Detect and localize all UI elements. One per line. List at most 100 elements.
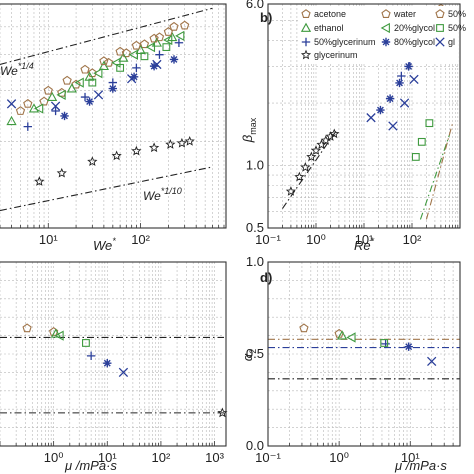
x-tick-label: 10¹ bbox=[355, 232, 374, 247]
legend-entry-label: gl bbox=[448, 37, 455, 47]
x-tick-label: 10⁰ bbox=[306, 232, 326, 247]
panel-d: 10⁻¹ 10⁰ 10¹ 0.0 0.5 1.0 bbox=[246, 254, 461, 465]
data-point-acetone bbox=[103, 57, 114, 67]
data-point-acetone bbox=[39, 96, 49, 106]
data-point-glycerinum bbox=[285, 186, 297, 196]
data-point-80%glycol bbox=[149, 61, 159, 71]
data-point-glycerinum bbox=[306, 151, 317, 162]
data-point-ethanol bbox=[336, 330, 348, 340]
data-point-glycerinum bbox=[310, 145, 322, 155]
data-point-glycerinum-x bbox=[399, 98, 410, 108]
data-point-50%glycol bbox=[417, 137, 426, 146]
legend-marker bbox=[381, 37, 391, 47]
data-point-ethanol bbox=[6, 115, 17, 126]
x-axis-label-a-sup: * bbox=[112, 236, 116, 246]
data-point-50%glycerinum bbox=[397, 71, 406, 81]
legend-marker bbox=[436, 24, 444, 32]
data-point-water bbox=[163, 27, 174, 36]
data-point-20%glycol bbox=[74, 77, 84, 88]
data-point-glycerinum-x bbox=[409, 74, 419, 85]
data-point-50%glycerinum bbox=[174, 38, 184, 47]
data-point-glycerinum-x bbox=[118, 367, 129, 378]
data-point-20%glycol bbox=[346, 332, 356, 343]
x-axis-label-a: We* bbox=[93, 236, 116, 253]
legend-entry-label: 50%glycerinum bbox=[314, 37, 376, 47]
legend-marker bbox=[435, 37, 445, 47]
data-point-water bbox=[23, 98, 33, 108]
data-point-ethanol bbox=[46, 91, 58, 101]
data-point-water bbox=[43, 85, 53, 95]
data-point-50%glycol bbox=[425, 119, 434, 128]
legend-entry-label: ethanol bbox=[314, 23, 344, 33]
panel-c: 10⁰ 10¹ 10² 10³ bbox=[0, 261, 228, 465]
legend-entry-label: acetone bbox=[314, 9, 346, 19]
y-axis-label-d: α2 bbox=[240, 349, 258, 361]
data-point-20%glycol bbox=[54, 330, 64, 341]
legend-marker bbox=[300, 22, 312, 32]
x-axis-label-b-base: Re bbox=[354, 238, 371, 253]
annotation-we-quarter-base: We bbox=[0, 64, 18, 78]
x-tick-label: 10¹ bbox=[39, 232, 58, 247]
y-axis-label-b-main: β bbox=[240, 134, 255, 143]
data-point-glycerinum-x bbox=[127, 74, 137, 84]
annotation-we-tenth: We*1/10 bbox=[143, 186, 182, 203]
data-point-80%glycol bbox=[103, 359, 112, 368]
data-point-glycerinum bbox=[217, 407, 228, 418]
legend-entry-label: 20%glycol bbox=[394, 23, 435, 33]
data-point-ethanol bbox=[50, 328, 61, 338]
legend-entry-label: 50% bbox=[448, 9, 466, 19]
annotation-we-tenth-base: We bbox=[143, 189, 161, 203]
legend-entry-label: 50% bbox=[448, 23, 466, 33]
legend-background bbox=[300, 6, 458, 62]
data-point-glycerinum bbox=[176, 137, 188, 148]
data-point-water bbox=[115, 46, 125, 56]
data-point-50%glycerinum bbox=[155, 50, 164, 59]
data-point-20%glycol bbox=[128, 49, 139, 60]
data-point-80%glycol bbox=[385, 94, 395, 103]
y-tick-label: 0.5 bbox=[246, 220, 264, 235]
data-point-80%glycol bbox=[169, 55, 179, 64]
x-tick-label: 10⁰ bbox=[44, 450, 64, 465]
x-axis-label-a-base: We bbox=[93, 238, 112, 253]
reference-line bbox=[0, 7, 213, 65]
data-point-glycerinum-x bbox=[388, 121, 398, 131]
data-point-20%glycol bbox=[33, 103, 44, 114]
data-point-50%glycol bbox=[411, 153, 420, 161]
data-point-80%glycol bbox=[395, 78, 404, 88]
data-point-50%glycol bbox=[380, 339, 389, 347]
data-point-glycerinum bbox=[325, 131, 336, 141]
data-point-water bbox=[80, 64, 90, 74]
data-point-water bbox=[99, 56, 109, 66]
data-point-50%glycerinum bbox=[80, 92, 90, 102]
annotation-we-quarter-sup: *1/4 bbox=[18, 61, 34, 71]
x-tick-label: 10¹ bbox=[401, 450, 420, 465]
data-point-acetone bbox=[299, 323, 309, 333]
plot-frame bbox=[0, 261, 227, 447]
fit-line bbox=[425, 123, 454, 220]
data-point-glycerinum-x bbox=[427, 356, 437, 367]
data-point-acetone bbox=[180, 20, 190, 30]
legend-marker bbox=[435, 9, 445, 18]
data-point-20%glycol bbox=[56, 89, 66, 101]
legend-marker bbox=[381, 9, 391, 18]
data-point-50%glycerinum bbox=[51, 106, 60, 116]
data-point-50%glycol bbox=[88, 78, 97, 87]
data-point-water bbox=[48, 327, 59, 336]
plot-frame bbox=[0, 3, 227, 229]
data-point-50%glycol bbox=[82, 339, 90, 347]
data-point-ethanol bbox=[84, 71, 95, 81]
plot-frame bbox=[267, 3, 461, 229]
data-point-glycerinum bbox=[87, 156, 98, 167]
data-point-50%glycol bbox=[140, 52, 149, 61]
y-axis-label-d-main: α bbox=[240, 353, 255, 361]
data-point-50%glycol bbox=[162, 43, 171, 52]
legend-marker bbox=[301, 37, 311, 47]
y-axis-label-b: βmax bbox=[240, 117, 258, 143]
data-point-glycerinum bbox=[300, 161, 311, 172]
data-point-80%glycol bbox=[85, 97, 94, 106]
fit-line bbox=[419, 135, 450, 220]
data-point-acetone bbox=[139, 39, 150, 49]
data-point-80%glycol bbox=[404, 342, 413, 351]
legend-entry-label: 80%glycol bbox=[394, 37, 435, 47]
